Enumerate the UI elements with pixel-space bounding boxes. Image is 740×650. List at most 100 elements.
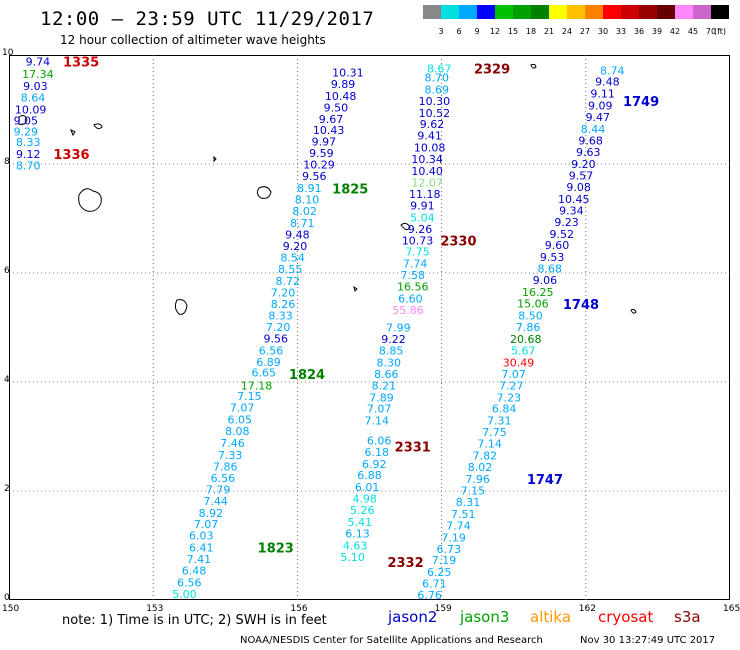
wave-height-value: 6.25 bbox=[427, 566, 452, 579]
wave-height-value: 9.53 bbox=[540, 251, 565, 264]
plot-frame bbox=[9, 55, 730, 600]
scale-label: 6 bbox=[456, 27, 462, 36]
x-tick-label: 156 bbox=[290, 604, 308, 614]
x-tick-label: 165 bbox=[723, 604, 740, 614]
scale-swatch bbox=[693, 5, 711, 19]
wave-height-value: 12.07 bbox=[411, 177, 443, 190]
wave-height-value: 10.40 bbox=[411, 165, 443, 178]
wave-height-value: 8.70 bbox=[16, 160, 41, 173]
scale-label: 33 bbox=[615, 27, 627, 36]
wave-height-value: 9.09 bbox=[588, 100, 613, 113]
wave-height-value: 5.10 bbox=[340, 551, 365, 564]
island-outline bbox=[530, 63, 537, 69]
wave-height-value: 8.44 bbox=[581, 123, 606, 136]
wave-height-value: 8.02 bbox=[468, 461, 493, 474]
wave-height-value: 5.67 bbox=[511, 344, 536, 357]
scale-label: 15 bbox=[507, 27, 519, 36]
legend-note: note: 1) Time is in UTC; 2) SWH is in fe… bbox=[62, 613, 327, 628]
wave-height-value: 20.68 bbox=[510, 333, 542, 346]
wave-height-value: 7.89 bbox=[369, 391, 394, 404]
wave-height-value: 4.63 bbox=[343, 540, 368, 553]
wave-height-value: 7.86 bbox=[516, 321, 541, 334]
wave-height-value: 7.07 bbox=[501, 368, 526, 381]
x-tick-label: 153 bbox=[146, 604, 164, 614]
wave-height-value: 7.96 bbox=[465, 473, 490, 486]
footer-credit: NOAA/NESDIS Center for Satellite Applica… bbox=[240, 635, 543, 646]
scale-swatch bbox=[423, 5, 441, 19]
wave-height-value: 9.34 bbox=[559, 204, 584, 217]
wave-height-value: 6.48 bbox=[182, 565, 207, 578]
wave-height-value: 9.60 bbox=[545, 239, 570, 252]
wave-height-value: 6.18 bbox=[364, 446, 389, 459]
wave-height-value: 7.33 bbox=[218, 449, 243, 462]
scale-swatch bbox=[513, 5, 531, 19]
scale-swatch bbox=[621, 5, 639, 19]
wave-height-value: 9.20 bbox=[283, 240, 308, 253]
wave-height-value: 9.50 bbox=[324, 101, 349, 114]
wave-height-value: 6.06 bbox=[367, 434, 392, 447]
wave-height-value: 7.75 bbox=[482, 426, 507, 439]
y-tick-label: 10 bbox=[2, 48, 14, 58]
wave-height-value: 7.15 bbox=[461, 484, 486, 497]
scale-label: 24 bbox=[561, 27, 573, 36]
scale-swatch bbox=[675, 5, 693, 19]
wave-height-value: 9.22 bbox=[381, 333, 406, 346]
y-tick-label: 2 bbox=[4, 484, 10, 494]
y-tick-label: 6 bbox=[4, 266, 10, 276]
wave-height-value: 7.51 bbox=[451, 508, 476, 521]
wave-height-value: 7.15 bbox=[237, 390, 262, 403]
wave-height-value: 8.55 bbox=[278, 263, 303, 276]
wave-height-value: 8.92 bbox=[199, 507, 224, 520]
pass-time-label: 2329 bbox=[474, 63, 510, 78]
pass-time-label: 1823 bbox=[258, 542, 294, 557]
wave-height-value: 9.41 bbox=[417, 130, 442, 143]
scale-swatch bbox=[495, 5, 513, 19]
wave-height-value: 6.71 bbox=[422, 578, 447, 591]
wave-height-value: 7.19 bbox=[432, 554, 457, 567]
wave-height-value: 7.74 bbox=[446, 519, 471, 532]
x-tick-label: 159 bbox=[434, 604, 452, 614]
wave-height-value: 11.18 bbox=[409, 188, 441, 201]
wave-height-value: 9.20 bbox=[571, 158, 596, 171]
scale-swatch bbox=[477, 5, 495, 19]
wave-height-value: 10.73 bbox=[402, 234, 434, 247]
island-outline bbox=[78, 188, 102, 212]
wave-height-value: 8.67 bbox=[427, 63, 452, 76]
wave-height-value: 6.88 bbox=[357, 469, 382, 482]
scale-label: 70 bbox=[705, 27, 717, 36]
wave-height-value: 6.01 bbox=[355, 481, 380, 494]
wave-height-map: 9.7417.349.038.6410.099.059.298.339.128.… bbox=[9, 55, 730, 600]
island-outline bbox=[400, 222, 411, 231]
scale-swatch bbox=[711, 5, 729, 19]
wave-height-value: 7.82 bbox=[473, 450, 498, 463]
wave-height-value: 7.31 bbox=[487, 415, 512, 428]
island-outline bbox=[18, 115, 28, 125]
wave-height-value: 7.79 bbox=[206, 483, 231, 496]
pass-time-label: 1747 bbox=[527, 473, 563, 488]
wave-height-value: 5.04 bbox=[410, 211, 435, 224]
wave-height-value: 9.52 bbox=[550, 228, 575, 241]
wave-height-value: 7.41 bbox=[187, 553, 212, 566]
wave-height-value: 9.63 bbox=[576, 146, 601, 159]
wave-height-value: 8.02 bbox=[292, 205, 317, 218]
wave-height-value: 8.91 bbox=[297, 182, 322, 195]
wave-height-value: 6.56 bbox=[177, 577, 202, 590]
scale-label: 3 bbox=[438, 27, 444, 36]
satellite-jason2: jason2 bbox=[388, 608, 438, 626]
wave-height-value: 6.05 bbox=[227, 414, 252, 427]
island-outline bbox=[93, 123, 103, 130]
scale-swatch bbox=[531, 5, 549, 19]
wave-height-value: 5.00 bbox=[172, 588, 197, 600]
wave-height-value: 8.26 bbox=[271, 298, 296, 311]
pass-time-label: 1749 bbox=[623, 95, 659, 110]
wave-height-value: 6.76 bbox=[417, 589, 442, 600]
wave-height-value: 7.58 bbox=[401, 269, 426, 282]
wave-height-value: 8.71 bbox=[290, 217, 315, 230]
scale-label: 27 bbox=[579, 27, 591, 36]
pass-time-label: 2330 bbox=[440, 234, 476, 249]
wave-height-value: 6.73 bbox=[437, 543, 462, 556]
wave-height-value: 6.92 bbox=[362, 458, 387, 471]
scale-label: 12 bbox=[489, 27, 501, 36]
x-tick-label: 162 bbox=[578, 604, 596, 614]
